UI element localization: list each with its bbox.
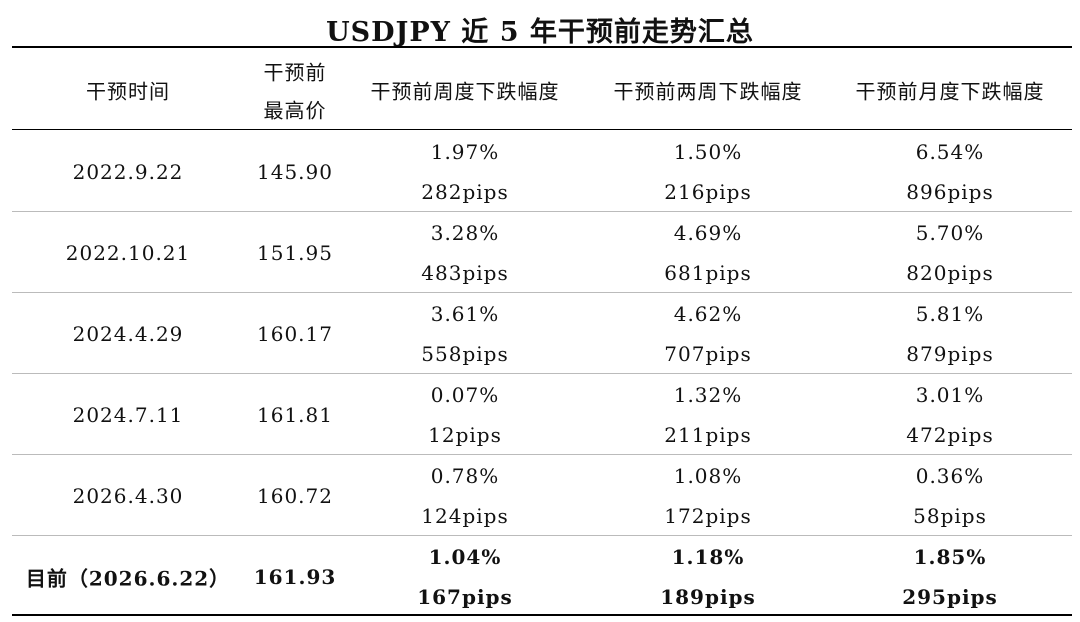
percent-cell: 1.32% xyxy=(673,383,743,407)
pips-cell: 896pips xyxy=(906,180,994,204)
pips-cell: 483pips xyxy=(421,261,509,285)
pips-cell: 472pips xyxy=(906,423,994,447)
date-cell: 2024.7.11 xyxy=(72,403,184,427)
pips-cell: 879pips xyxy=(906,342,994,366)
date-cell: 目前（2026.6.22） xyxy=(25,566,231,591)
percent-cell: 3.28% xyxy=(430,221,500,245)
row-rule xyxy=(12,211,1072,212)
pips-cell: 681pips xyxy=(664,261,752,285)
percent-cell: 1.50% xyxy=(673,140,743,164)
percent-cell: 1.04% xyxy=(428,545,502,569)
pips-cell: 189pips xyxy=(660,585,756,609)
pips-cell: 172pips xyxy=(664,504,752,528)
pips-cell: 216pips xyxy=(664,180,752,204)
price-cell: 161.81 xyxy=(257,403,333,427)
table-title: USDJPY 近 5 年干预前走势汇总 xyxy=(326,17,754,48)
row-rule xyxy=(12,373,1072,374)
percent-cell: 1.85% xyxy=(913,545,987,569)
header-cell: 干预时间 xyxy=(86,79,170,104)
header-rule xyxy=(12,129,1072,130)
percent-cell: 5.70% xyxy=(915,221,985,245)
row-rule xyxy=(12,454,1072,455)
header-cell: 最高价 xyxy=(263,98,327,123)
price-cell: 151.95 xyxy=(257,241,333,265)
pips-cell: 295pips xyxy=(902,585,998,609)
price-cell: 160.72 xyxy=(257,484,333,508)
percent-cell: 4.69% xyxy=(673,221,743,245)
price-cell: 145.90 xyxy=(257,160,333,184)
percent-cell: 1.08% xyxy=(673,464,743,488)
price-cell: 160.17 xyxy=(257,322,333,346)
percent-cell: 0.36% xyxy=(915,464,985,488)
pips-cell: 124pips xyxy=(421,504,509,528)
percent-cell: 5.81% xyxy=(915,302,985,326)
pips-cell: 558pips xyxy=(421,342,509,366)
pips-cell: 167pips xyxy=(417,585,513,609)
pips-cell: 707pips xyxy=(664,342,752,366)
pips-cell: 820pips xyxy=(906,261,994,285)
date-cell: 2026.4.30 xyxy=(72,484,184,508)
header-cell: 干预前两周下跌幅度 xyxy=(613,79,803,104)
pips-cell: 211pips xyxy=(664,423,752,447)
percent-cell: 0.07% xyxy=(430,383,500,407)
header-cell: 干预前 xyxy=(263,60,327,85)
row-rule xyxy=(12,535,1072,536)
header-cell: 干预前周度下跌幅度 xyxy=(370,79,560,104)
percent-cell: 0.78% xyxy=(430,464,500,488)
date-cell: 2022.10.21 xyxy=(65,241,191,265)
percent-cell: 3.01% xyxy=(915,383,985,407)
percent-cell: 4.62% xyxy=(673,302,743,326)
top-rule xyxy=(12,46,1072,48)
date-cell: 2024.4.29 xyxy=(72,322,184,346)
pips-cell: 12pips xyxy=(428,423,502,447)
price-cell: 161.93 xyxy=(253,565,337,589)
row-rule xyxy=(12,292,1072,293)
header-cell: 干预前月度下跌幅度 xyxy=(855,79,1045,104)
pips-cell: 282pips xyxy=(421,180,509,204)
bottom-rule xyxy=(12,614,1072,616)
percent-cell: 1.18% xyxy=(671,545,745,569)
percent-cell: 3.61% xyxy=(430,302,500,326)
percent-cell: 6.54% xyxy=(915,140,985,164)
percent-cell: 1.97% xyxy=(430,140,500,164)
pips-cell: 58pips xyxy=(913,504,987,528)
date-cell: 2022.9.22 xyxy=(72,160,184,184)
